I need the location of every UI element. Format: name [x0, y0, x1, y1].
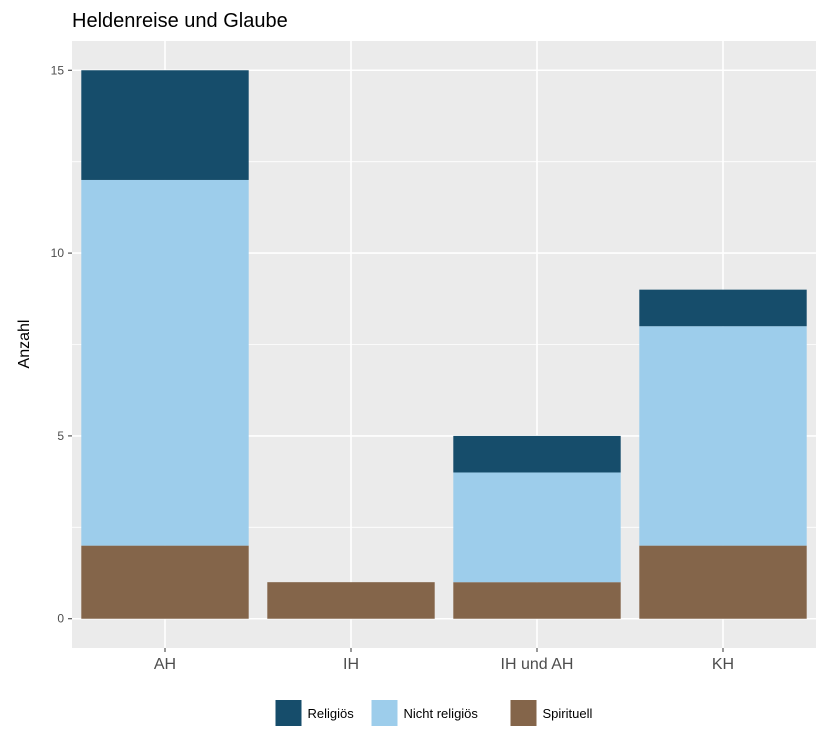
bar-segment: [453, 582, 621, 619]
y-tick-label: 0: [57, 612, 64, 626]
bar-segment: [639, 326, 807, 546]
y-axis-title: Anzahl: [16, 320, 33, 369]
x-tick-label: IH und AH: [501, 656, 574, 673]
legend-label: Spirituell: [543, 706, 593, 721]
x-axis: AH IH IH und AH KH: [154, 648, 734, 673]
x-tick-label: AH: [154, 656, 176, 673]
bar-segment: [453, 472, 621, 583]
legend-key: [371, 700, 398, 726]
bar-segment: [81, 179, 249, 546]
legend-key: [510, 700, 537, 726]
bars: [81, 70, 807, 619]
legend-key: [275, 700, 302, 726]
y-tick-label: 15: [51, 63, 65, 77]
bar-segment: [639, 545, 807, 619]
bar-segment: [81, 70, 249, 180]
legend-label: Nicht religiös: [404, 706, 479, 721]
x-tick-label: KH: [712, 656, 734, 673]
y-axis: 0 5 10 15: [51, 63, 72, 626]
bar-segment: [81, 545, 249, 619]
x-tick-label: IH: [343, 656, 359, 673]
legend: Religiös Nicht religiös Spirituell: [275, 700, 593, 726]
legend-label: Religiös: [308, 706, 355, 721]
y-tick-label: 5: [57, 429, 64, 443]
bar-segment: [453, 435, 621, 473]
bar-segment: [639, 289, 807, 327]
y-tick-label: 10: [51, 246, 65, 260]
bar-segment: [267, 582, 435, 619]
chart-title: Heldenreise und Glaube: [72, 10, 288, 32]
